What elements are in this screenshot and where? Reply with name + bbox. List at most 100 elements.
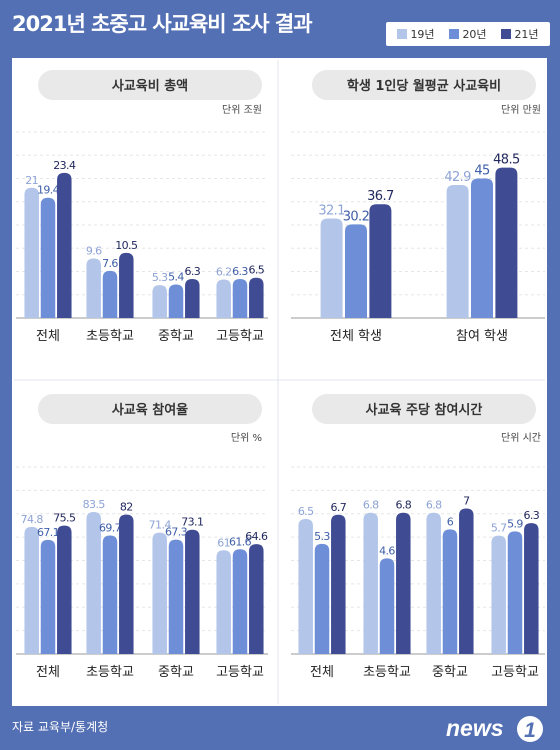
- bar-0-3-2: [249, 277, 264, 318]
- data-label-1-0-0: 32.1: [318, 203, 345, 218]
- chart-panel: [12, 58, 547, 706]
- bar-2-1-2: [119, 514, 134, 654]
- bar-3-1-2: [396, 512, 411, 654]
- source-credit: 자료 교육부/통계청: [12, 720, 109, 734]
- data-label-3-3-0: 5.7: [491, 522, 507, 535]
- bar-3-2-1: [442, 529, 458, 654]
- bar-1-1-0: [446, 185, 469, 318]
- data-label-0-0-1: 19.4: [37, 184, 60, 197]
- bar-2-0-0: [24, 526, 39, 654]
- legend-swatch-2019: [397, 29, 408, 39]
- bar-2-1-0: [86, 512, 101, 654]
- chart-title-pill-2: [38, 394, 262, 424]
- data-label-3-0-0: 6.5: [298, 505, 314, 518]
- data-label-3-0-2: 6.7: [330, 501, 346, 514]
- bar-2-2-0: [152, 532, 167, 654]
- bar-1-1-2: [495, 167, 518, 318]
- bar-2-3-2: [249, 544, 264, 654]
- data-label-0-0-0: 21: [25, 174, 38, 187]
- data-label-0-1-1: 7.6: [102, 257, 118, 270]
- legend-item-2019: 19년: [397, 26, 435, 42]
- data-label-0-2-0: 5.3: [152, 271, 168, 284]
- chart-unit-1: 단위 만원: [501, 103, 541, 116]
- category-label-0-1: 초등학교: [86, 329, 134, 344]
- data-label-3-2-2: 7: [463, 495, 470, 508]
- data-label-2-3-1: 61.6: [229, 535, 252, 548]
- bar-0-2-2: [185, 278, 200, 318]
- category-label-2-2: 중학교: [158, 665, 194, 680]
- chart-title-1: 학생 1인당 월평균 사교육비: [347, 78, 501, 94]
- bar-3-3-1: [507, 531, 523, 654]
- data-label-3-3-1: 5.9: [507, 517, 523, 530]
- bar-3-0-1: [314, 543, 330, 654]
- bar-3-1-1: [379, 558, 395, 654]
- news1-logo: news 1: [446, 715, 543, 742]
- data-label-2-3-0: 61: [217, 536, 230, 549]
- legend-item-2020: 20년: [449, 26, 487, 42]
- bar-2-2-2: [185, 529, 200, 654]
- bar-0-1-0: [86, 258, 101, 318]
- bar-3-3-2: [524, 523, 539, 654]
- data-label-3-0-1: 5.3: [314, 530, 330, 543]
- bar-0-2-1: [168, 284, 184, 318]
- data-label-2-1-0: 83.5: [83, 498, 106, 511]
- data-label-2-1-1: 69.7: [99, 522, 122, 535]
- category-label-2-3: 고등학교: [216, 665, 264, 680]
- data-label-0-2-1: 5.4: [168, 271, 184, 284]
- data-label-0-1-2: 10.5: [115, 239, 138, 252]
- data-label-3-2-1: 6: [447, 515, 454, 528]
- bar-0-0-1: [40, 197, 56, 318]
- data-label-2-1-2: 82: [120, 501, 133, 514]
- bar-0-1-2: [119, 252, 134, 318]
- legend-swatch-2020: [449, 29, 460, 39]
- data-label-0-0-2: 23.4: [53, 159, 76, 172]
- data-label-1-0-1: 30.2: [343, 209, 370, 224]
- legend-label-2019: 19년: [410, 28, 435, 41]
- data-label-3-1-1: 4.6: [379, 544, 395, 557]
- bar-0-3-0: [216, 279, 231, 318]
- chart-unit-2: 단위 %: [231, 431, 262, 444]
- chart-title-pill-3: [312, 394, 536, 424]
- bar-3-2-0: [426, 512, 441, 654]
- data-label-2-2-2: 73.1: [181, 516, 203, 529]
- chart-title-2: 사교육 참여율: [112, 402, 188, 418]
- data-label-0-1-0: 9.6: [86, 244, 102, 257]
- bar-2-3-1: [232, 549, 248, 654]
- bar-0-0-2: [57, 172, 72, 318]
- data-label-3-1-2: 6.8: [395, 499, 411, 512]
- svg-text:1: 1: [524, 719, 536, 742]
- data-label-3-1-0: 6.8: [363, 499, 379, 512]
- bar-1-0-0: [320, 218, 343, 318]
- bar-3-0-0: [298, 518, 313, 654]
- bar-2-2-1: [168, 539, 184, 654]
- bar-1-1-1: [471, 178, 493, 318]
- bar-0-3-1: [232, 278, 248, 318]
- category-label-2-1: 초등학교: [86, 665, 134, 680]
- svg-text:news: news: [446, 715, 504, 741]
- bar-0-0-0: [24, 187, 39, 318]
- bar-3-0-2: [331, 514, 346, 654]
- category-label-3-3: 고등학교: [491, 665, 539, 680]
- data-label-0-2-2: 6.3: [184, 265, 200, 278]
- bar-1-0-1: [345, 224, 367, 318]
- data-label-2-0-2: 75.5: [53, 512, 76, 525]
- category-label-0-0: 전체: [36, 329, 60, 344]
- data-label-2-0-0: 74.8: [21, 513, 44, 526]
- data-label-3-2-0: 6.8: [426, 499, 442, 512]
- data-label-2-0-1: 67.1: [37, 526, 59, 539]
- data-label-1-1-1: 45: [474, 164, 490, 179]
- data-label-1-0-2: 36.7: [367, 189, 394, 204]
- bar-2-1-1: [102, 535, 118, 654]
- chart-title-pill-0: [38, 70, 262, 100]
- bar-0-1-1: [102, 270, 118, 318]
- category-label-0-3: 고등학교: [216, 329, 264, 344]
- legend-label-2021: 21년: [514, 28, 539, 41]
- data-label-2-2-1: 67.3: [165, 526, 188, 539]
- bar-2-3-0: [216, 550, 231, 654]
- category-label-3-0: 전체: [310, 665, 334, 680]
- bar-2-0-2: [57, 525, 72, 654]
- data-label-2-2-0: 71.4: [149, 519, 172, 532]
- data-label-1-1-2: 48.5: [493, 153, 520, 168]
- category-label-2-0: 전체: [36, 665, 60, 680]
